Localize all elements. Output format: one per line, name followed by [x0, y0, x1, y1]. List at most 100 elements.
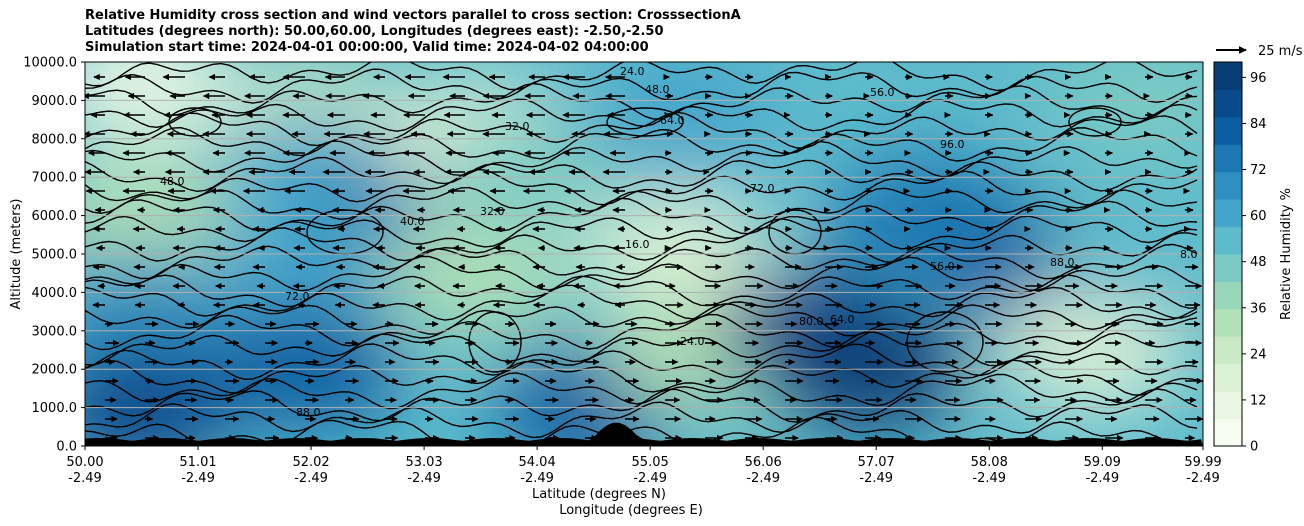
contour-closed: [468, 311, 522, 373]
contour-closed: [1068, 107, 1122, 137]
colorbar-band: [1214, 226, 1242, 255]
contour-label: 48.0: [160, 175, 185, 188]
x-tick-label-lat: 51.01: [179, 455, 216, 470]
x-tick-label-lat: 56.06: [745, 455, 782, 470]
contour-label: 32.0: [505, 120, 530, 133]
contour-label: 88.0: [1050, 256, 1075, 269]
contour-label: 80.0: [799, 315, 824, 328]
contour-label: 56.0: [870, 86, 895, 99]
contour-label: 64.0: [660, 114, 685, 127]
x-tick-label-lat: 54.04: [519, 455, 556, 470]
colorbar-tick-label: 84: [1250, 117, 1267, 132]
x-tick-label-lon: -2.49: [520, 471, 554, 486]
rh-blob: [85, 62, 236, 144]
colorbar-band: [1214, 418, 1242, 447]
colorbar-tick-label: 96: [1250, 71, 1267, 86]
x-tick-label-lat: 53.03: [405, 455, 442, 470]
x-axis-label-latitude: Latitude (degrees N): [532, 487, 666, 502]
contour-label: 40.0: [400, 215, 425, 228]
rh-blob: [997, 288, 1188, 412]
contour-label: 64.0: [830, 313, 855, 326]
contour-label: 72.0: [750, 182, 775, 195]
x-tick-label-lon: -2.49: [972, 471, 1006, 486]
y-tick-label: 3000.0: [32, 324, 78, 339]
contour-label: 96.0: [940, 138, 965, 151]
chart-title: Relative Humidity cross section and wind…: [85, 8, 741, 56]
y-tick-label: 5000.0: [32, 248, 78, 263]
contour-line: [85, 388, 1198, 423]
contour-line: [85, 313, 1198, 351]
contour-label: 72.0: [285, 290, 310, 303]
y-tick-label: 6000.0: [32, 209, 78, 224]
contour-labels: 24.048.0 56.064.032.048.088.072.016.040.0…: [160, 65, 1198, 419]
colorbar-band: [1214, 144, 1242, 173]
x-tick-label-lon: -2.49: [859, 471, 893, 486]
colorbar-band: [1214, 281, 1242, 310]
colorbar-band: [1214, 391, 1242, 420]
plot-area: 24.048.0 56.064.032.048.088.072.016.040.0…: [84, 61, 1204, 447]
x-axis-label-longitude: Longitude (degrees E): [559, 503, 703, 518]
x-tick-label-lon: -2.49: [407, 471, 441, 486]
colorbar-band: [1214, 363, 1242, 392]
x-tick-label-lon: -2.49: [1085, 471, 1119, 486]
contour-line: [85, 168, 1198, 206]
contour-line: [85, 68, 1198, 104]
colorbar-tick-label: 24: [1250, 347, 1267, 362]
rh-blob: [583, 62, 774, 182]
quiver-key: 25 m/s: [1216, 44, 1303, 59]
y-tick-label: 0.0: [56, 440, 77, 455]
x-tick-label-lon: -2.49: [68, 471, 102, 486]
colorbar-frame: [1213, 61, 1243, 447]
contour-label: 32.0: [480, 205, 505, 218]
contour-closed: [606, 107, 684, 137]
contour-label: 16.0: [625, 238, 650, 251]
title-line-2: Latitudes (degrees north): 50.00,60.00, …: [85, 24, 664, 39]
terrain: [85, 422, 1203, 446]
colorbar-tick-label: 60: [1250, 209, 1267, 224]
colorbar: 0 12 24 36 48 60 72 84 96: [1213, 61, 1267, 455]
colorbar-band: [1214, 62, 1242, 90]
x-tick-label-lat: 57.07: [858, 455, 895, 470]
colorbar-band: [1214, 89, 1242, 118]
x-tick-label-lon: -2.49: [633, 471, 667, 486]
gridlines: [85, 62, 1203, 446]
colorbar-band: [1214, 308, 1242, 337]
y-tick-label: 10000.0: [23, 56, 77, 71]
contour-line: [85, 274, 1198, 309]
contour-line: [85, 284, 1198, 321]
contour-line: [85, 82, 1198, 120]
x-tick-label-lat: 55.05: [632, 455, 669, 470]
x-tick-label-lat: 58.08: [971, 455, 1008, 470]
x-tick-label-lat: 59.09: [1084, 455, 1121, 470]
contour-line: [85, 156, 1198, 193]
quiver-key-label: 25 m/s: [1258, 44, 1303, 59]
title-line-1: Relative Humidity cross section and wind…: [85, 8, 741, 23]
x-axis: 50.00-2.4951.01-2.4952.02-2.4953.03-2.49…: [66, 446, 1222, 486]
y-tick-label: 9000.0: [32, 94, 78, 109]
contour-label: 88.0: [296, 406, 321, 419]
x-tick-label-lat: 50.00: [66, 455, 103, 470]
y-tick-label: 2000.0: [32, 363, 78, 378]
y-tick-label: 4000.0: [32, 286, 78, 301]
colorbar-label: Relative Humidity %: [1279, 188, 1294, 320]
x-tick-label-lon: -2.49: [1186, 471, 1220, 486]
colorbar-band: [1214, 171, 1242, 200]
wind-vectors: [85, 73, 1203, 442]
contour-label: 24.0: [620, 65, 645, 78]
x-tick-label-lon: -2.49: [181, 471, 215, 486]
rh-blob: [85, 249, 236, 374]
contour-line: [85, 359, 1198, 396]
x-tick-label-lat: 59.99: [1184, 455, 1221, 470]
y-tick-label: 1000.0: [32, 401, 78, 416]
colorbar-tick-label: 72: [1250, 163, 1267, 178]
colorbar-tick-label: 0: [1250, 440, 1258, 455]
colorbar-tick-label: 36: [1250, 301, 1267, 316]
contour-label: 56.0: [930, 260, 955, 273]
terrain-profile: [85, 422, 1203, 446]
contour-line: [85, 226, 1198, 263]
colorbar-tick-label: 12: [1250, 393, 1267, 408]
contour-line: [85, 197, 1198, 235]
y-tick-label: 7000.0: [32, 171, 78, 186]
contour-line: [85, 98, 1198, 132]
contour-line: [85, 243, 1198, 280]
